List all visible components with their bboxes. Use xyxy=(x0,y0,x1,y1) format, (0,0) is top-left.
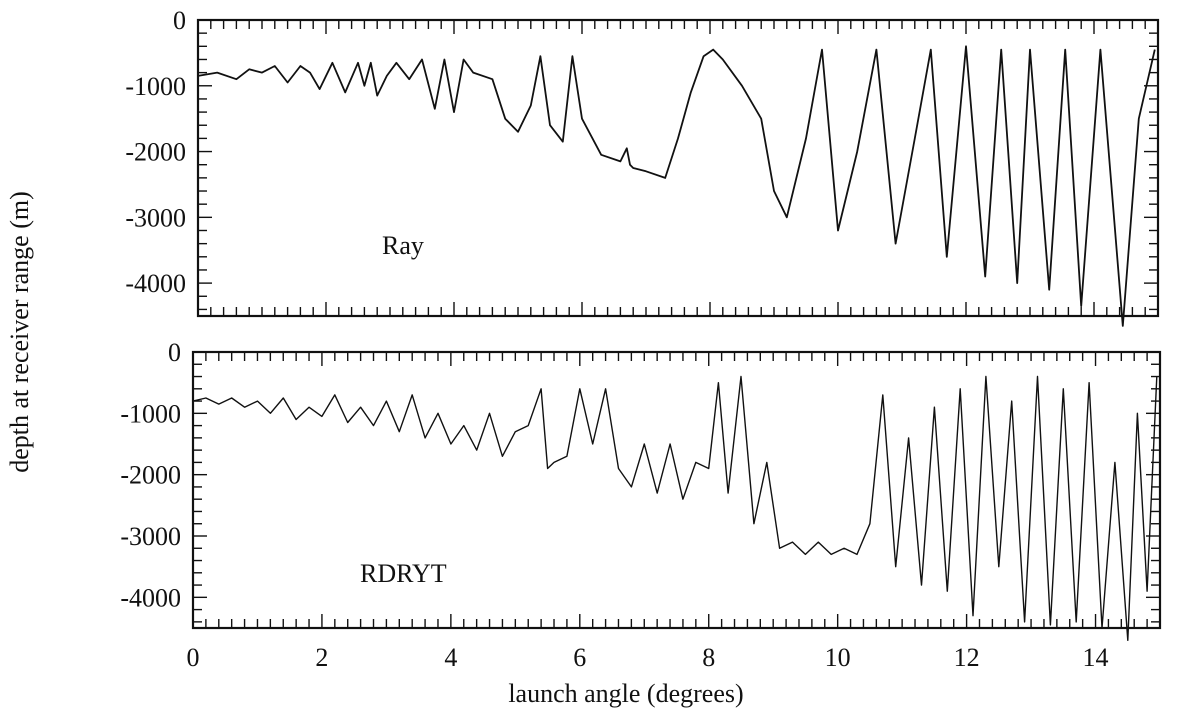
rdryt-y-tick-label: 0 xyxy=(168,338,181,367)
rdryt-panel: 0 -1000 -2000 -3000 -4000 0 2 4 6 8 10 12 14 RDRYT xyxy=(120,338,1162,672)
ray-y-tick-label: -4000 xyxy=(125,269,186,298)
rdryt-y-tick-label: -2000 xyxy=(120,461,181,490)
rdryt-x-tick-label: 6 xyxy=(573,643,586,672)
rdryt-x-tick-label: 2 xyxy=(315,643,328,672)
rdryt-y-tick-label: -4000 xyxy=(120,583,181,612)
ray-y-tick-label: -2000 xyxy=(125,138,186,167)
ray-panel-label: Ray xyxy=(382,231,424,260)
x-axis-title: launch angle (degrees) xyxy=(508,679,743,708)
ray-y-tick-label: -3000 xyxy=(125,203,186,232)
ray-plot-frame xyxy=(196,18,1160,318)
rdryt-y-tick-label: -3000 xyxy=(120,522,181,551)
ray-y-tick-label: 0 xyxy=(173,6,186,35)
rdryt-x-tick-label: 14 xyxy=(1083,643,1109,672)
rdryt-x-tick-label: 10 xyxy=(825,643,851,672)
ray-series-line xyxy=(197,45,1156,327)
rdryt-plot-frame xyxy=(191,350,1162,630)
rdryt-x-tick-label: 8 xyxy=(702,643,715,672)
rdryt-series-line xyxy=(192,375,1158,641)
rdryt-x-tick-label: 0 xyxy=(187,643,200,672)
y-axis-title: depth at receiver range (m) xyxy=(5,191,34,473)
rdryt-panel-label: RDRYT xyxy=(360,559,447,588)
ray-y-tick-label: -1000 xyxy=(125,72,186,101)
rdryt-x-tick-label: 4 xyxy=(444,643,457,672)
rdryt-y-tick-label: -1000 xyxy=(120,399,181,428)
ray-panel: 0 -1000 -2000 -3000 -4000 Ray xyxy=(125,6,1160,327)
rdryt-x-tick-label: 12 xyxy=(954,643,980,672)
